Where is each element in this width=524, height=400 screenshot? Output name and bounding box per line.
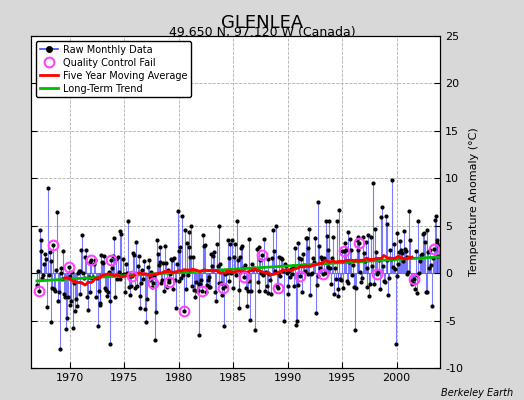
Text: GLENLEA: GLENLEA — [221, 14, 303, 32]
Text: Berkeley Earth: Berkeley Earth — [441, 388, 514, 398]
Text: 49.650 N, 97.120 W (Canada): 49.650 N, 97.120 W (Canada) — [169, 26, 355, 39]
Legend: Raw Monthly Data, Quality Control Fail, Five Year Moving Average, Long-Term Tren: Raw Monthly Data, Quality Control Fail, … — [36, 41, 191, 97]
Y-axis label: Temperature Anomaly (°C): Temperature Anomaly (°C) — [468, 128, 478, 276]
